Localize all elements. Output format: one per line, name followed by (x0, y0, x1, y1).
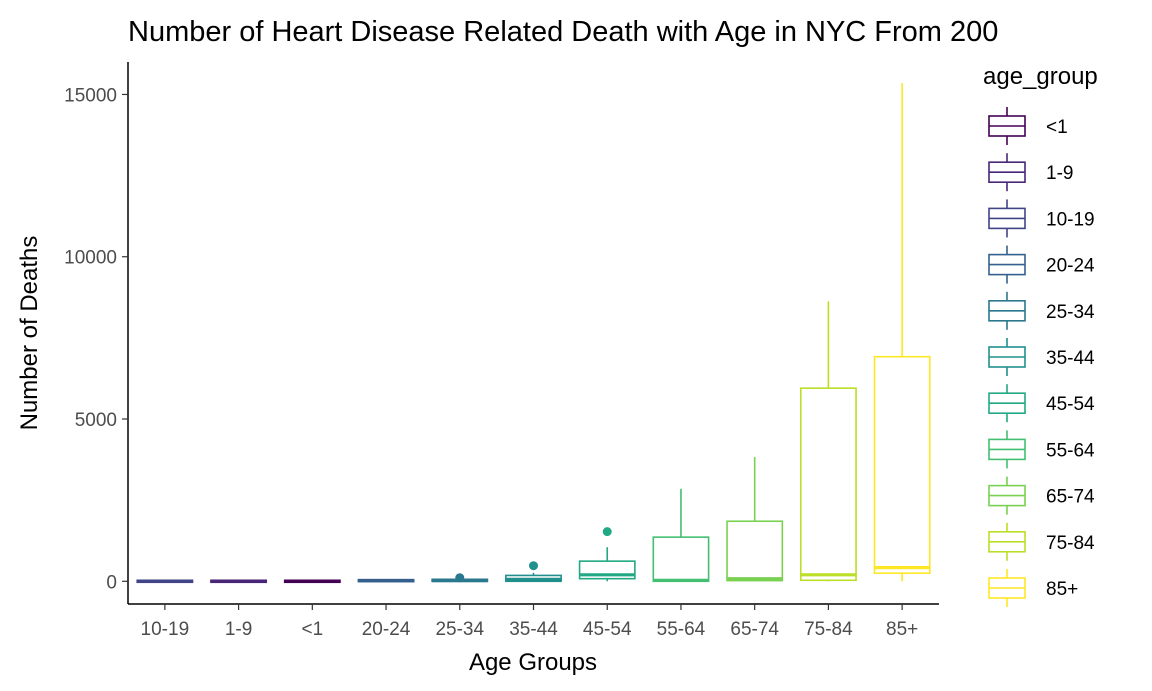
outlier-point (602, 527, 612, 537)
x-tick-label: 65-74 (730, 619, 779, 640)
legend-label: 65-74 (1046, 487, 1095, 508)
legend-label: 55-64 (1046, 440, 1095, 461)
legend-label: <1 (1046, 117, 1068, 138)
x-tick-label: 35-44 (509, 619, 558, 640)
legend-item-45-54: 45-54 (988, 384, 1095, 423)
x-tick-label: 85+ (886, 619, 918, 640)
chart-title: Number of Heart Disease Related Death wi… (128, 16, 998, 48)
box-45-54 (578, 527, 636, 582)
outlier-point (529, 561, 538, 571)
legend-label: 1-9 (1046, 163, 1073, 184)
legend-item-<1: <1 (988, 107, 1068, 145)
box-rect (652, 536, 710, 583)
box-35-44 (505, 561, 562, 583)
legend-label: 35-44 (1046, 348, 1095, 369)
box-25-34 (431, 573, 489, 583)
legend-title: age_group (983, 63, 1098, 90)
legend-item-20-24: 20-24 (988, 245, 1095, 284)
plot-area: 0 5000 10000 15000 10-19 1-9 <1 20-24 25-34 35-44… (64, 62, 939, 640)
x-tick-label: 25-34 (435, 619, 484, 640)
x-tick-label: 75-84 (804, 619, 853, 640)
legend-item-55-64: 55-64 (988, 430, 1095, 469)
box-<1 (283, 579, 341, 584)
box-20-24 (357, 578, 415, 583)
legend-label: 45-54 (1046, 394, 1095, 415)
legend-label: 10-19 (1046, 209, 1095, 230)
legend-item-10-19: 10-19 (988, 199, 1095, 238)
legend: age_group <1 1-9 10-19 20-24 25-34 35-44 45-54… (983, 63, 1098, 607)
box-rect (799, 387, 857, 582)
legend-item-85+: 85+ (988, 569, 1078, 607)
legend-item-65-74: 65-74 (988, 476, 1095, 515)
box-rect (726, 520, 784, 582)
y-tick-label: 5000 (75, 410, 117, 431)
x-tick-label: 20-24 (362, 619, 411, 640)
legend-label: 25-34 (1046, 302, 1095, 323)
legend-item-75-84: 75-84 (988, 522, 1095, 561)
box-85+ (873, 83, 931, 582)
box-65-74 (726, 456, 784, 582)
legend-label: 75-84 (1046, 533, 1095, 554)
legend-item-1-9: 1-9 (988, 153, 1073, 192)
x-tick-label: <1 (301, 619, 323, 640)
box-75-84 (799, 301, 857, 582)
legend-label: 20-24 (1046, 256, 1095, 277)
x-axis-title: Age Groups (469, 649, 597, 676)
box-1-9 (210, 579, 268, 584)
box-10-19 (136, 579, 194, 584)
x-tick-label: 1-9 (225, 619, 252, 640)
outlier-point (455, 573, 465, 583)
y-axis-title: Number of Deaths (16, 236, 43, 431)
legend-label: 85+ (1046, 579, 1078, 600)
box-rect (873, 355, 931, 574)
x-tick-label: 55-64 (657, 619, 706, 640)
legend-item-35-44: 35-44 (988, 338, 1095, 376)
x-tick-label: 10-19 (141, 619, 190, 640)
box-55-64 (652, 488, 710, 583)
y-tick-label: 10000 (64, 248, 117, 269)
y-tick-label: 0 (106, 572, 117, 593)
y-tick-label: 15000 (64, 85, 117, 106)
x-tick-label: 45-54 (583, 619, 632, 640)
legend-item-25-34: 25-34 (988, 291, 1095, 330)
